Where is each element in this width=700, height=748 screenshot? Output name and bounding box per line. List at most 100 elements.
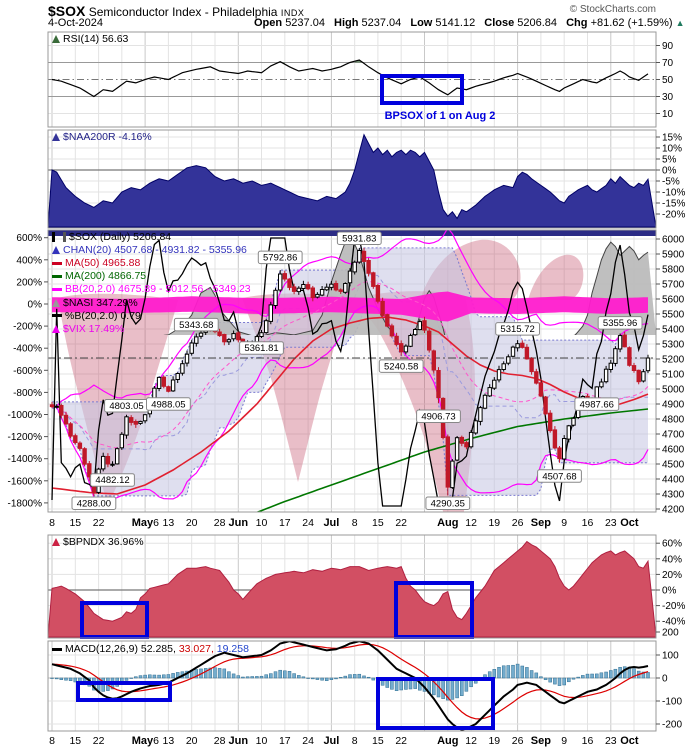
- svg-text:Aug: Aug: [437, 517, 458, 529]
- svg-text:5%: 5%: [662, 155, 677, 166]
- bpndx-label: $BPNDX 36.96%: [63, 536, 144, 548]
- svg-text:4300: 4300: [662, 490, 685, 501]
- rsi-legend: RSI(14) 56.63: [52, 34, 128, 45]
- svg-text:70: 70: [662, 58, 674, 69]
- pivot-label: 4290.35: [425, 496, 471, 510]
- svg-text:12: 12: [465, 735, 477, 747]
- pivot-label: 5343.68: [173, 317, 219, 332]
- svg-text:20: 20: [186, 517, 198, 529]
- pivot-label: 5355.96: [597, 316, 643, 330]
- svg-text:26: 26: [512, 735, 524, 747]
- svg-text:4906.73: 4906.73: [421, 412, 455, 423]
- high-value: 5237.04: [361, 17, 402, 29]
- rsi-annotation-box: [380, 74, 464, 105]
- svg-text:Jun: Jun: [229, 517, 249, 529]
- svg-text:May: May: [132, 735, 154, 747]
- svg-text:8: 8: [49, 517, 55, 529]
- axis-labels: 907050301015%10%5%0%-5%-10%-15%-20%60005…: [8, 41, 686, 747]
- svg-text:May: May: [132, 517, 154, 529]
- naa200r-area-icon: [52, 133, 60, 142]
- svg-text:-800%: -800%: [13, 388, 42, 399]
- svg-text:30: 30: [662, 92, 674, 103]
- svg-text:5700: 5700: [662, 280, 685, 291]
- svg-text:15: 15: [372, 735, 384, 747]
- svg-text:24: 24: [302, 517, 314, 529]
- open-label: Open: [254, 17, 283, 29]
- main-legend-row: %B(20,2.0) 0.79: [52, 309, 141, 322]
- svg-text:-20%: -20%: [662, 601, 685, 612]
- svg-text:4800: 4800: [662, 415, 685, 426]
- bpndx-annotation-box: [80, 601, 149, 639]
- main-legend-row: MA(200) 4866.75: [52, 271, 146, 282]
- symbol-name: Semiconductor Index - Philadelphia: [88, 5, 278, 19]
- svg-text:15%: 15%: [662, 133, 682, 144]
- svg-text:10: 10: [662, 109, 674, 120]
- svg-text:9: 9: [561, 735, 567, 747]
- svg-text:12: 12: [465, 517, 477, 529]
- svg-text:50: 50: [662, 75, 674, 86]
- chart-date: 4-Oct-2024: [48, 17, 104, 29]
- svg-text:5800: 5800: [662, 265, 685, 276]
- svg-text:23: 23: [605, 517, 617, 529]
- svg-text:100: 100: [662, 651, 679, 662]
- svg-text:-1000%: -1000%: [8, 410, 43, 421]
- macd-legend: MACD(12,26,9) 52.285, 33.027, 19.258: [52, 644, 249, 655]
- close-label: Close: [484, 17, 515, 29]
- svg-text:8: 8: [49, 735, 55, 747]
- svg-text:5500: 5500: [662, 310, 685, 321]
- svg-text:23: 23: [605, 735, 617, 747]
- svg-text:22: 22: [395, 517, 407, 529]
- naa200r-plot: [48, 133, 656, 228]
- main-legend-text: BB(20,2.0) 4675.89 - 5012.56 - 5349.23: [65, 283, 251, 296]
- svg-text:-400%: -400%: [13, 344, 42, 355]
- svg-text:-200: -200: [662, 720, 682, 731]
- main-legend-text: MA(200) 4866.75: [65, 270, 147, 283]
- symbol: $SOX: [48, 3, 86, 19]
- pivot-label: 5315.72: [495, 322, 541, 336]
- svg-text:4288.00: 4288.00: [77, 499, 111, 510]
- svg-text:5000: 5000: [662, 385, 685, 396]
- up-arrow-icon: ▲: [675, 18, 685, 28]
- svg-text:5100: 5100: [662, 370, 685, 381]
- svg-text:6000: 6000: [662, 235, 685, 246]
- svg-text:5240.58: 5240.58: [384, 361, 418, 372]
- svg-text:-40%: -40%: [662, 617, 685, 628]
- svg-text:4200: 4200: [662, 505, 685, 516]
- svg-text:5315.72: 5315.72: [500, 324, 534, 335]
- svg-text:Jul: Jul: [323, 735, 339, 747]
- svg-text:13: 13: [163, 735, 175, 747]
- svg-text:15: 15: [372, 517, 384, 529]
- main-legend-text: %B(20,2.0) 0.79: [65, 309, 141, 322]
- svg-text:15: 15: [69, 517, 81, 529]
- main-legend-text: MA(50) 4965.88: [65, 257, 141, 270]
- exchange: INDX: [280, 8, 305, 18]
- rsi-plot: [48, 45, 656, 114]
- svg-text:0: 0: [662, 674, 668, 685]
- svg-text:24: 24: [302, 735, 314, 747]
- svg-text:16: 16: [582, 735, 594, 747]
- svg-text:60%: 60%: [662, 539, 682, 550]
- header: $SOX Semiconductor Index - Philadelphia …: [48, 3, 304, 19]
- svg-text:10%: 10%: [662, 144, 682, 155]
- svg-text:8: 8: [352, 735, 358, 747]
- open-value: 5237.04: [285, 17, 325, 29]
- svg-text:4290.35: 4290.35: [431, 499, 465, 510]
- svg-text:-1600%: -1600%: [8, 476, 43, 487]
- svg-text:4700: 4700: [662, 430, 685, 441]
- pivot-label: 4906.73: [416, 409, 461, 423]
- close-value: 5206.84: [517, 17, 558, 29]
- svg-text:10: 10: [256, 517, 268, 529]
- svg-text:600%: 600%: [16, 233, 42, 244]
- svg-text:28: 28: [214, 517, 226, 529]
- svg-text:Jul: Jul: [323, 517, 339, 529]
- pivot-label: 5792.86: [257, 250, 303, 265]
- candlestick-icon: [52, 232, 66, 243]
- macd-line-icon: [52, 647, 62, 651]
- svg-text:-600%: -600%: [13, 366, 42, 377]
- main-legend-row: $SOX (Daily) 5206.84: [52, 232, 171, 243]
- svg-text:90: 90: [662, 41, 674, 52]
- macd-annotation-box: [376, 677, 495, 730]
- svg-text:-20%: -20%: [662, 210, 685, 221]
- macd-annotation-box: [76, 681, 172, 702]
